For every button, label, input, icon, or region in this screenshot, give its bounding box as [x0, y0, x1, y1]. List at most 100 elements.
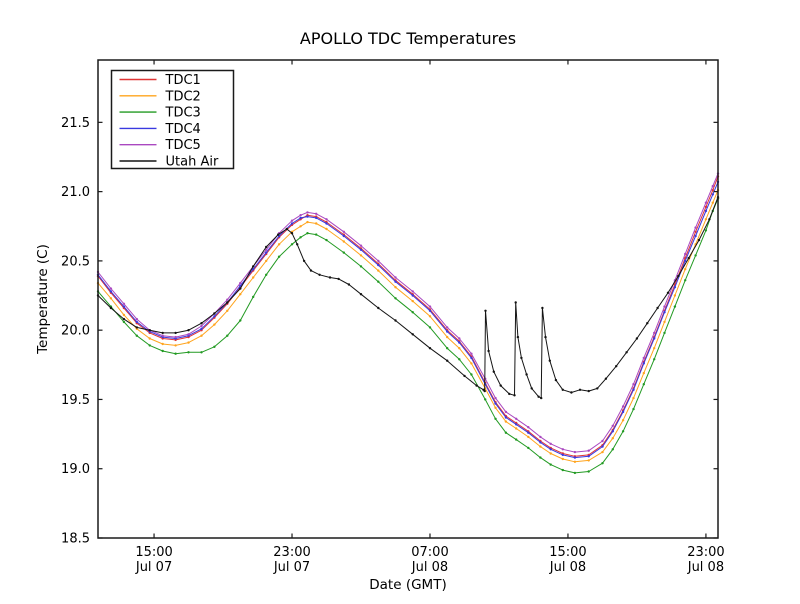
data-point-marker: [540, 396, 543, 400]
x-tick-label-time: 07:00: [411, 545, 448, 560]
data-point-marker: [684, 279, 687, 282]
data-point-marker: [601, 450, 604, 454]
data-point-marker: [578, 388, 582, 391]
data-point-marker: [299, 216, 302, 220]
data-point-marker: [458, 358, 461, 361]
data-point-marker: [318, 273, 321, 276]
data-point-marker: [277, 233, 280, 236]
data-point-marker: [359, 244, 363, 247]
data-point-marker: [704, 205, 708, 209]
data-point-marker: [394, 297, 397, 300]
legend-item-tdc2: TDC2: [119, 89, 201, 104]
x-axis-label: Date (GMT): [369, 577, 446, 593]
data-point-marker: [694, 234, 697, 238]
data-point-marker: [673, 286, 677, 289]
data-point-marker: [587, 455, 590, 458]
data-point-marker: [604, 377, 608, 380]
data-point-marker: [520, 356, 523, 360]
legend-item-tdc3: TDC3: [119, 106, 201, 121]
data-point-marker: [573, 456, 577, 459]
data-point-marker: [226, 309, 229, 312]
data-point-marker: [446, 359, 449, 362]
data-point-marker: [549, 452, 552, 455]
data-point-marker: [325, 218, 328, 221]
data-point-marker: [265, 251, 268, 254]
data-point-marker: [570, 391, 573, 394]
data-point-marker: [226, 301, 229, 304]
data-point-marker: [573, 471, 577, 475]
data-point-marker: [394, 319, 397, 322]
data-point-marker: [694, 254, 697, 257]
data-point-marker: [290, 219, 294, 222]
series-line: [97, 176, 719, 457]
data-point-marker: [265, 248, 268, 251]
data-point-marker: [174, 352, 177, 355]
data-point-marker: [342, 234, 345, 238]
series-utah-air: [96, 196, 720, 400]
data-point-marker: [161, 334, 164, 337]
data-point-marker: [315, 212, 318, 215]
data-point-marker: [677, 274, 680, 278]
data-point-marker: [200, 351, 203, 354]
data-point-marker: [299, 225, 302, 228]
data-point-marker: [337, 277, 340, 281]
data-point-marker: [514, 301, 517, 304]
legend-item-label: TDC3: [165, 106, 201, 121]
data-point-marker: [611, 430, 614, 433]
data-point-marker: [161, 331, 164, 335]
x-tick-label-date: Jul 07: [135, 560, 172, 575]
data-point-marker: [470, 362, 473, 365]
data-point-marker: [200, 327, 203, 330]
data-point-marker: [109, 287, 113, 290]
data-point-marker: [394, 286, 397, 289]
data-point-marker: [615, 365, 618, 368]
data-point-marker: [109, 297, 113, 300]
data-point-marker: [704, 209, 708, 213]
data-point-marker: [302, 259, 306, 263]
data-point-marker: [265, 245, 268, 249]
data-point-marker: [213, 323, 216, 326]
data-point-marker: [411, 294, 414, 297]
data-point-marker: [561, 457, 564, 461]
data-point-marker: [394, 280, 397, 283]
data-point-marker: [632, 383, 635, 386]
data-point-marker: [673, 305, 677, 308]
legend-item-utah-air: Utah Air: [119, 155, 219, 170]
data-point-marker: [200, 324, 203, 328]
data-point-marker: [515, 417, 518, 420]
data-point-marker: [561, 448, 564, 451]
data-point-marker: [704, 201, 708, 204]
data-point-marker: [684, 259, 687, 263]
data-point-marker: [325, 227, 328, 231]
data-point-marker: [342, 251, 345, 254]
data-point-marker: [148, 329, 151, 332]
data-point-marker: [458, 347, 461, 350]
x-tick-label-date: Jul 08: [411, 560, 448, 575]
data-point-marker: [446, 335, 449, 339]
data-point-marker: [359, 293, 363, 296]
y-tick-label: 20.5: [61, 254, 90, 269]
data-point-marker: [527, 431, 530, 434]
data-point-marker: [187, 351, 190, 354]
x-tick-label-time: 15:00: [135, 545, 172, 560]
data-point-marker: [135, 320, 138, 324]
x-tick-label-time: 23:00: [273, 545, 310, 560]
data-point-marker: [525, 373, 528, 376]
data-point-marker: [428, 347, 432, 350]
legend-item-tdc1: TDC1: [119, 73, 201, 88]
data-point-marker: [347, 283, 351, 286]
data-point-marker: [484, 398, 487, 401]
data-point-marker: [694, 226, 697, 229]
data-point-marker: [549, 448, 552, 451]
data-point-marker: [554, 378, 558, 382]
data-point-marker: [711, 189, 714, 192]
data-point-marker: [428, 326, 432, 329]
data-point-marker: [573, 450, 577, 454]
data-point-marker: [487, 349, 490, 353]
data-point-marker: [342, 240, 345, 243]
data-point-marker: [711, 193, 714, 196]
data-point-marker: [328, 276, 332, 279]
data-point-marker: [541, 306, 544, 310]
data-point-marker: [663, 331, 666, 335]
